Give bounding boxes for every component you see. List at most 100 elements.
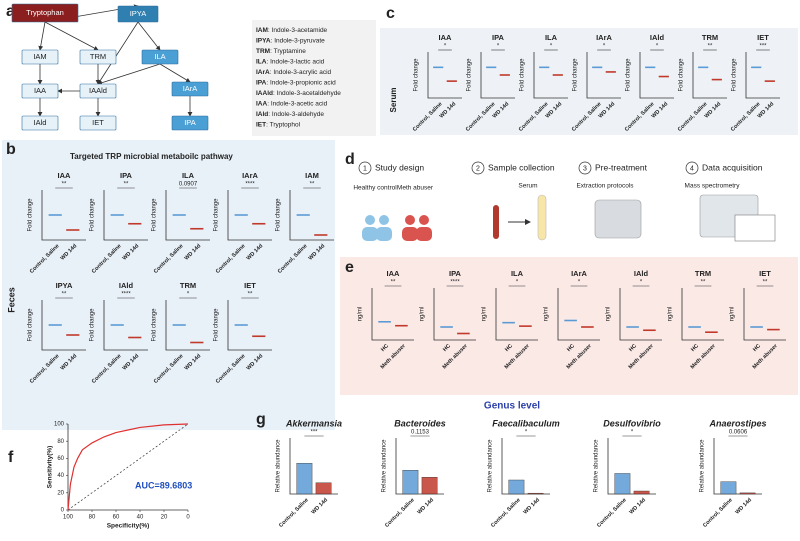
plot-title: IET: [759, 269, 771, 278]
y-axis-label: Fold change: [679, 58, 685, 92]
y-tick-label: 40: [57, 473, 64, 479]
group-label: Control, Saline: [702, 497, 734, 529]
significance-label: ****: [245, 182, 255, 188]
y-axis-label: Relative abundance: [594, 439, 600, 493]
y-axis-label: ng/ml: [482, 307, 488, 322]
axis: [165, 190, 210, 241]
axis: [639, 52, 674, 99]
plot-title: IAA: [387, 269, 401, 278]
significance-label: *: [497, 44, 500, 50]
step-circle: [578, 161, 592, 175]
pathway-node-label: IAM: [33, 52, 46, 61]
centrifuge-icon: [594, 199, 642, 239]
pathway-node-label: IAld: [34, 118, 47, 127]
significance-label: *: [578, 280, 581, 286]
group-label: WD 14d: [311, 497, 330, 516]
legend-text: : Tryptophol: [266, 121, 301, 128]
pathway-arrow: [38, 21, 46, 51]
pathway-arrow: [97, 21, 139, 85]
panel-label: f: [8, 449, 14, 466]
y-tick-label: 0: [61, 508, 65, 514]
pathway-node-label: IArA: [183, 84, 198, 93]
significance-label: **: [62, 292, 67, 298]
y-axis-label: Relative abundance: [700, 439, 706, 493]
plot-title: IAA: [58, 171, 72, 180]
legend-text: : Indole-3-acetaldehyde: [273, 90, 341, 97]
x-axis-label: Specificity(%): [107, 523, 150, 530]
y-axis-label: Fold change: [414, 58, 420, 92]
y-axis-label: ng/ml: [730, 307, 736, 322]
plot-title: IAld: [119, 281, 134, 290]
bar: [296, 463, 313, 495]
legend-entry: IArA: Indole-3-acrylic acid: [256, 69, 332, 76]
legend-entry: IAld: Indole-3-aldehyde: [256, 111, 324, 118]
legend-entry: IAM: Indole-3-acetamide: [256, 27, 328, 34]
plot-title: IET: [757, 33, 769, 42]
axis: [586, 52, 621, 99]
plot-title: Anaerostipes: [708, 418, 766, 428]
axis: [743, 288, 786, 341]
plot-title: IArA: [596, 33, 612, 42]
pathway-arrow: [137, 21, 161, 51]
pathway-arrow: [159, 63, 191, 83]
pathway-node-label: IPA: [184, 118, 196, 127]
legend-abbr: TRM: [256, 48, 270, 55]
group-label: Control, Saline: [596, 497, 628, 529]
step-item: Healthy control: [353, 185, 397, 192]
plot-title: Desulfovibrio: [603, 418, 661, 428]
bar: [527, 492, 544, 495]
panel-label: b: [6, 141, 16, 158]
x-tick-label: 20: [161, 515, 168, 521]
bar: [508, 479, 525, 495]
axis: [495, 288, 538, 341]
legend-abbr: IAM: [256, 27, 268, 34]
pathway-node: [117, 5, 159, 23]
y-axis-label: Fold change: [214, 308, 220, 342]
axis: [103, 300, 148, 351]
legend-background: [252, 20, 376, 136]
axis: [41, 300, 86, 351]
significance-label: *: [444, 44, 447, 50]
pathway-node: [141, 49, 179, 65]
axis: [480, 52, 515, 99]
plot-title: IPA: [492, 33, 505, 42]
person-icon: [405, 215, 415, 225]
y-axis-label: ng/ml: [420, 307, 426, 322]
pathway-node: [79, 115, 117, 131]
significance-label: 0.0907: [179, 182, 198, 188]
plot-title: IAM: [305, 171, 319, 180]
significance-label: 0.1153: [411, 430, 430, 436]
y-axis-label: Relative abundance: [488, 439, 494, 493]
panel-label: c: [386, 5, 395, 22]
significance-label: *: [550, 44, 553, 50]
panel-label: d: [345, 151, 355, 168]
group-label: WD 14d: [735, 497, 754, 516]
significance-label: *: [640, 280, 643, 286]
group-label: HC: [442, 343, 452, 353]
plot-title: IPA: [449, 269, 462, 278]
pathway-arrow: [97, 63, 161, 86]
legend-entry: IET: Tryptophol: [256, 121, 301, 128]
x-tick-label: 60: [113, 515, 120, 521]
legend-text: : Indole-3-acetamide: [268, 27, 328, 34]
significance-label: **: [391, 280, 396, 286]
legend-text: : Indole-3-aldehyde: [268, 111, 324, 118]
plot-title: Akkermansia: [285, 418, 342, 428]
plot-title: IArA: [242, 171, 258, 180]
pathway-node: [79, 49, 117, 65]
axis: [103, 190, 148, 241]
x-tick-label: 80: [89, 515, 96, 521]
significance-label: **: [763, 280, 768, 286]
significance-label: *: [516, 280, 519, 286]
y-axis-label: Relative abundance: [382, 439, 388, 493]
axis: [165, 300, 210, 351]
bar: [402, 470, 419, 495]
legend-abbr: IPYA: [256, 37, 271, 44]
legend-entry: ILA: Indole-3-lactic acid: [256, 58, 325, 65]
group-label: Control, Saline: [278, 497, 310, 529]
ms-screen: [734, 214, 776, 242]
axis: [533, 52, 568, 99]
x-tick-label: 0: [186, 515, 190, 521]
axis: [227, 190, 272, 241]
